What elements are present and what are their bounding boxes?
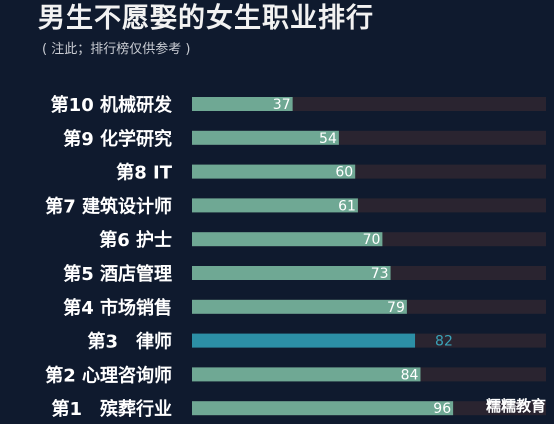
category-label: 第2 心理咨询师 [45, 364, 172, 386]
bar [192, 299, 407, 314]
category-label: 第1 殡葬行业 [51, 398, 172, 420]
chart-title: 男生不愿娶的女生职业排行 [38, 3, 374, 34]
category-label: 第8 IT [116, 162, 172, 184]
bar [192, 266, 391, 280]
bar [192, 198, 358, 213]
bar [192, 164, 356, 179]
category-label: 第9 化学研究 [63, 128, 172, 150]
data-label: 73 [371, 266, 389, 282]
data-label: 84 [401, 367, 419, 383]
data-label: 61 [338, 198, 356, 214]
data-label: 70 [363, 232, 381, 248]
bar [192, 130, 339, 145]
data-label: 96 [433, 401, 451, 417]
category-label: 第3 律师 [87, 331, 172, 353]
bar [192, 401, 454, 416]
watermark-label: 糯糯教育 [485, 397, 546, 415]
bar [192, 367, 421, 382]
bar [192, 97, 293, 111]
data-label: 37 [273, 97, 291, 113]
category-label: 第6 护士 [99, 229, 172, 251]
category-label: 第5 酒店管理 [63, 263, 172, 285]
category-label: 第10 机械研发 [51, 94, 173, 116]
bar [192, 333, 416, 348]
data-label: 79 [387, 300, 405, 316]
data-label: 54 [319, 131, 337, 147]
data-label: 82 [435, 334, 453, 350]
data-label: 60 [335, 165, 353, 181]
chart-subtitle: ( 注此；排行榜仅供参考 ) [42, 42, 191, 57]
category-label: 第7 建筑设计师 [45, 195, 172, 217]
category-label: 第4 市场销售 [63, 297, 172, 319]
bar [192, 232, 383, 247]
